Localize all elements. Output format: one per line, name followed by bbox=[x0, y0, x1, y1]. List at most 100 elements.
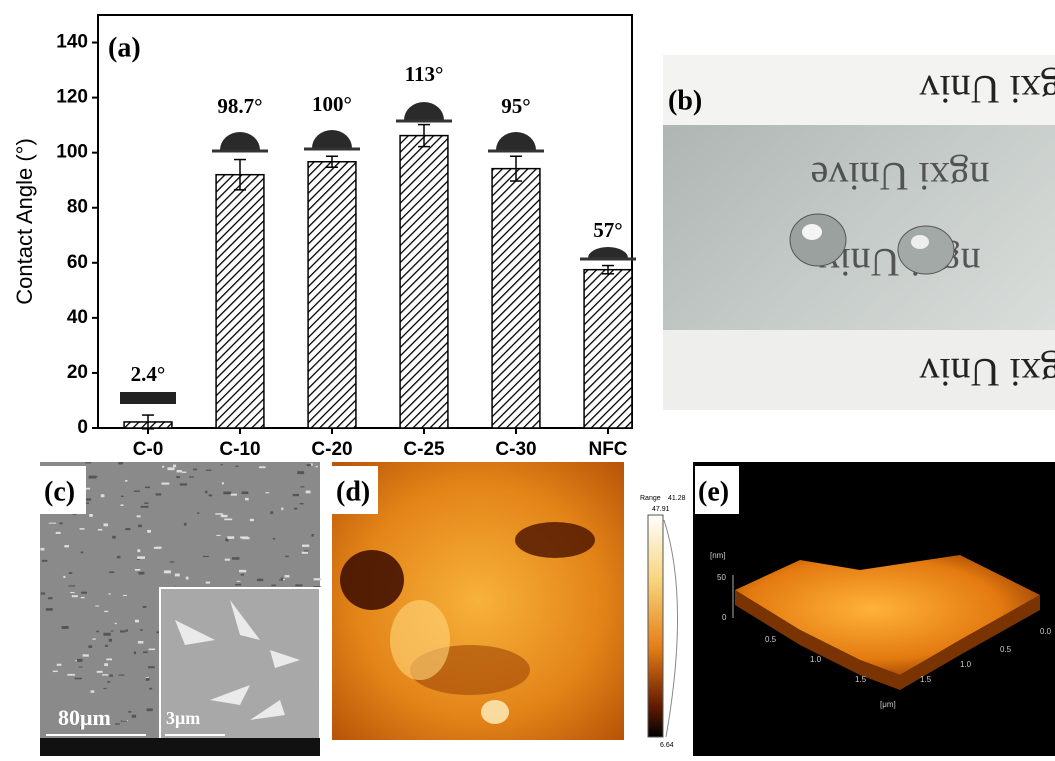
grain bbox=[302, 545, 309, 547]
range-value: 41.28 bbox=[668, 495, 686, 502]
grain bbox=[41, 592, 45, 594]
grain bbox=[307, 464, 312, 466]
y-tick-label: 120 bbox=[56, 87, 88, 108]
grain bbox=[156, 547, 162, 549]
histogram bbox=[664, 520, 678, 737]
grain bbox=[221, 515, 228, 517]
bar bbox=[308, 162, 356, 428]
bright-spot bbox=[390, 600, 450, 680]
photo-text: ngxi Univ bbox=[919, 67, 1055, 112]
xy-tick: 0.5 bbox=[765, 635, 777, 644]
grain bbox=[81, 592, 87, 594]
grain bbox=[42, 560, 48, 562]
grain bbox=[146, 678, 150, 681]
grain bbox=[103, 523, 108, 526]
z-unit: [nm] bbox=[710, 551, 726, 560]
grain bbox=[96, 631, 99, 633]
grain bbox=[57, 664, 62, 666]
y-tick-label: 140 bbox=[56, 32, 88, 53]
annotation: 113° bbox=[405, 62, 444, 86]
y-tick-label: 0 bbox=[77, 417, 88, 438]
grain bbox=[103, 688, 106, 689]
scale-text: 80μm bbox=[58, 705, 111, 730]
grain bbox=[215, 513, 223, 514]
grain bbox=[123, 595, 127, 596]
grain bbox=[285, 575, 290, 577]
grain bbox=[206, 582, 210, 584]
bar bbox=[584, 270, 632, 428]
grain bbox=[259, 466, 266, 468]
grain bbox=[239, 570, 246, 572]
y-tick-label: 100 bbox=[56, 142, 88, 163]
grain bbox=[112, 536, 116, 539]
panel-label: (a) bbox=[108, 32, 141, 63]
grain bbox=[147, 530, 151, 533]
grain bbox=[186, 577, 189, 580]
grain bbox=[316, 466, 318, 467]
grain bbox=[149, 688, 152, 690]
bar bbox=[400, 136, 448, 428]
grain bbox=[88, 645, 92, 648]
droplet bbox=[220, 132, 260, 150]
grain bbox=[48, 597, 53, 599]
grain bbox=[120, 630, 125, 632]
grain bbox=[265, 492, 269, 493]
panel-d: Range 41.28 47.91 6.64 (d) bbox=[332, 462, 686, 756]
grain bbox=[75, 678, 82, 680]
grain bbox=[257, 579, 263, 582]
grain bbox=[173, 465, 176, 468]
droplet bbox=[898, 226, 954, 274]
grain bbox=[69, 572, 72, 574]
grain bbox=[41, 548, 45, 551]
grain bbox=[108, 593, 110, 594]
grain bbox=[300, 503, 304, 504]
xy-tick: 1.0 bbox=[960, 660, 972, 669]
grain bbox=[232, 557, 239, 559]
grain bbox=[295, 584, 302, 586]
grain bbox=[83, 654, 89, 656]
bright-spot bbox=[481, 700, 509, 724]
dark-spot bbox=[515, 522, 595, 558]
x-unit: [μm] bbox=[880, 700, 896, 709]
grain bbox=[168, 467, 175, 470]
photo-text: ngxi Unive bbox=[811, 154, 990, 199]
grain bbox=[241, 574, 244, 576]
droplet bbox=[790, 214, 846, 266]
droplet bbox=[588, 247, 628, 258]
grain bbox=[216, 535, 220, 536]
grain bbox=[128, 711, 131, 713]
x-tick-label: C-20 bbox=[311, 439, 352, 460]
grain bbox=[86, 502, 89, 504]
grain bbox=[135, 620, 139, 623]
grain bbox=[182, 472, 186, 473]
grain bbox=[149, 649, 155, 651]
grain bbox=[293, 494, 299, 496]
grain bbox=[98, 529, 103, 531]
grain bbox=[225, 559, 230, 561]
grain bbox=[141, 506, 149, 508]
xy-tick: 1.5 bbox=[920, 675, 932, 684]
grain bbox=[72, 595, 78, 597]
grain bbox=[184, 523, 187, 526]
grain bbox=[132, 715, 136, 718]
grain bbox=[53, 671, 58, 672]
xy-tick: 1.5 bbox=[855, 675, 867, 684]
grain bbox=[180, 483, 187, 485]
xy-tick: 0.0 bbox=[1040, 627, 1052, 636]
droplet bbox=[404, 102, 444, 120]
grain bbox=[62, 626, 69, 629]
grain bbox=[206, 470, 212, 471]
grain bbox=[115, 623, 117, 624]
grain bbox=[279, 580, 283, 581]
grain bbox=[205, 491, 207, 494]
panel-label: (e) bbox=[698, 476, 729, 507]
xy-tick: 1.0 bbox=[810, 655, 822, 664]
grain bbox=[107, 681, 110, 683]
grain bbox=[311, 534, 313, 537]
grain bbox=[314, 578, 322, 580]
grain bbox=[164, 570, 171, 573]
grain bbox=[138, 572, 144, 575]
x-tick-label: C-10 bbox=[219, 439, 260, 460]
grain bbox=[90, 476, 97, 477]
axis-strip bbox=[332, 740, 624, 756]
